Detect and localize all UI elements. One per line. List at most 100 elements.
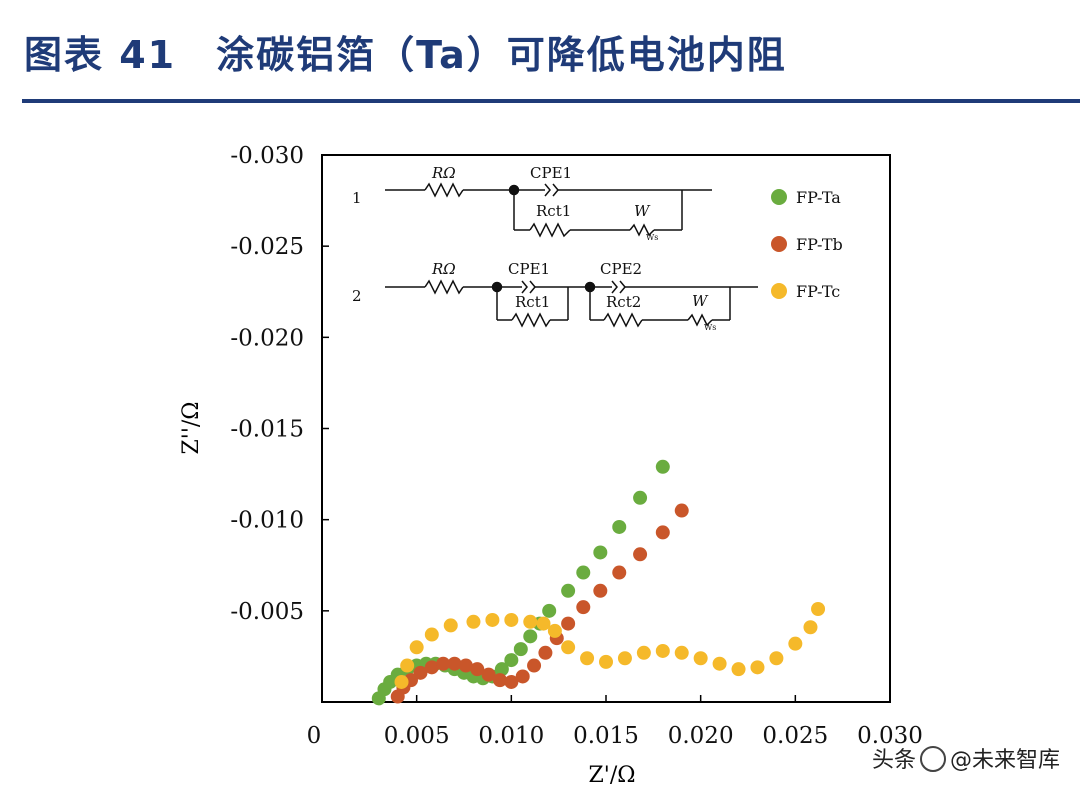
x-tick-label: 0.010 xyxy=(478,723,544,749)
data-point-fp-tb xyxy=(593,583,608,598)
data-point-fp-tc xyxy=(731,662,746,677)
data-point-fp-ta xyxy=(633,490,648,505)
data-point-fp-tc xyxy=(443,618,458,633)
data-point-fp-tb xyxy=(674,503,689,518)
figure-header: 图表 41 涂碳铝箔（Ta）可降低电池内阻 xyxy=(0,0,1080,104)
legend-marker xyxy=(771,236,787,252)
data-point-fp-tb xyxy=(492,673,507,688)
data-point-fp-tc xyxy=(655,643,670,658)
data-point-fp-tc xyxy=(636,645,651,660)
y-tick-label: -0.010 xyxy=(230,508,304,534)
watermark-platform: 头条 xyxy=(871,748,916,773)
circuit-2-cpe2-label: CPE2 xyxy=(600,260,642,278)
circuit-2-resistor-rct2 xyxy=(603,312,643,328)
data-point-fp-tb xyxy=(481,667,496,682)
data-point-fp-tc xyxy=(424,627,439,642)
y-tick-label: -0.025 xyxy=(230,234,304,260)
data-point-fp-ta xyxy=(494,662,509,677)
x-tick-label: 0.025 xyxy=(762,723,828,749)
x-axis: 0 0.005 0.010 0.015 0.020 0.025 0.030 xyxy=(307,695,923,749)
header-divider xyxy=(22,99,1080,103)
data-point-fp-ta xyxy=(655,459,670,474)
y-tick-label: -0.005 xyxy=(230,599,304,625)
data-point-fp-tc xyxy=(693,651,708,666)
circuit-1-number: 1 xyxy=(352,189,362,207)
data-point-fp-tc xyxy=(394,674,409,689)
data-point-fp-tc xyxy=(580,651,595,666)
y-tick-label: -0.020 xyxy=(230,325,304,351)
circuit-2-w-label: W xyxy=(692,292,709,310)
data-point-fp-tc xyxy=(400,658,415,673)
circuit-2-resistor-r-omega xyxy=(424,279,464,295)
data-point-fp-tb xyxy=(561,616,576,631)
data-point-fp-tb xyxy=(576,600,591,615)
data-point-fp-tb xyxy=(538,645,553,660)
data-point-fp-tc xyxy=(466,614,481,629)
circuit-1-cpe1-symbol xyxy=(552,183,559,197)
circuit-2-rct1-label: Rct1 xyxy=(515,293,550,311)
data-point-fp-tb xyxy=(424,660,439,675)
data-point-fp-tc xyxy=(617,651,632,666)
watermark-account: @未来智库 xyxy=(949,748,1060,773)
legend-marker xyxy=(771,189,787,205)
data-point-fp-tb xyxy=(633,547,648,562)
data-point-fp-tc xyxy=(674,645,689,660)
legend-label: FP-Ta xyxy=(796,188,841,207)
circuit-2-resistor-rct1 xyxy=(511,312,551,328)
circuit-2-cpe1-symbol xyxy=(529,280,536,294)
legend-label: FP-Tb xyxy=(796,235,843,254)
circuit-2-cpe2-symbol xyxy=(619,280,626,294)
data-point-fp-tc xyxy=(769,651,784,666)
circuit-1-w-label: W xyxy=(634,202,651,220)
equivalent-circuit-inset: 1 RΩ CPE1 Rct1 W Ws 2 RΩ CPE1 Rct1 xyxy=(352,164,758,332)
data-point-fp-tc xyxy=(409,640,424,655)
data-point-fp-tc xyxy=(750,660,765,675)
y-axis-label: Z''/Ω xyxy=(179,401,204,454)
circuit-2-r-omega-label: RΩ xyxy=(431,260,456,278)
circuit-2-cpe1-symbol xyxy=(521,280,528,294)
circuit-1-r-omega-label: RΩ xyxy=(431,164,456,182)
data-point-fp-tc xyxy=(788,636,803,651)
x-tick-label: 0.005 xyxy=(384,723,450,749)
data-point-fp-tc xyxy=(561,640,576,655)
y-tick-label: -0.030 xyxy=(230,143,304,169)
legend-marker xyxy=(771,283,787,299)
circuit-1-cpe1-symbol xyxy=(544,183,551,197)
y-axis: -0.030 -0.025 -0.020 -0.015 -0.010 -0.005 xyxy=(230,143,329,625)
data-point-fp-ta xyxy=(542,603,557,618)
data-point-fp-ta xyxy=(576,565,591,580)
data-point-fp-tc xyxy=(504,612,519,627)
circuit-2-cpe2-symbol xyxy=(611,280,618,294)
data-point-fp-tc xyxy=(536,616,551,631)
circuit-1-rct1-label: Rct1 xyxy=(536,202,571,220)
circuit-1-warburg xyxy=(629,223,655,237)
data-point-fp-tc xyxy=(485,612,500,627)
data-point-fp-tc xyxy=(803,620,818,635)
circuit-1-cpe1-label: CPE1 xyxy=(530,164,572,182)
data-point-fp-ta xyxy=(593,545,608,560)
data-point-fp-tc xyxy=(547,623,562,638)
data-point-fp-tb xyxy=(413,665,428,680)
circuit-2-ws-label: Ws xyxy=(704,323,716,332)
data-point-fp-ta xyxy=(504,653,519,668)
data-point-fp-ta xyxy=(513,642,528,657)
data-series xyxy=(371,459,826,706)
x-axis-label: Z'/Ω xyxy=(589,763,636,788)
data-point-fp-tb xyxy=(527,658,542,673)
watermark-logo-icon xyxy=(919,746,946,772)
data-point-fp-tc xyxy=(712,656,727,671)
x-tick-label: 0.015 xyxy=(573,723,639,749)
data-point-fp-ta xyxy=(561,583,576,598)
figure-title: 图表 41 涂碳铝箔（Ta）可降低电池内阻 xyxy=(24,33,787,77)
circuit-2-cpe1-label: CPE1 xyxy=(508,260,550,278)
data-point-fp-tc xyxy=(523,614,538,629)
y-tick-label: -0.015 xyxy=(230,417,304,443)
data-point-fp-tb xyxy=(458,658,473,673)
x-tick-label: 0.020 xyxy=(668,723,734,749)
data-point-fp-tc xyxy=(599,654,613,669)
data-point-fp-tb xyxy=(504,674,519,689)
legend-label: FP-Tc xyxy=(796,282,840,301)
data-point-fp-tc xyxy=(811,602,826,617)
data-point-fp-tb xyxy=(447,656,462,671)
